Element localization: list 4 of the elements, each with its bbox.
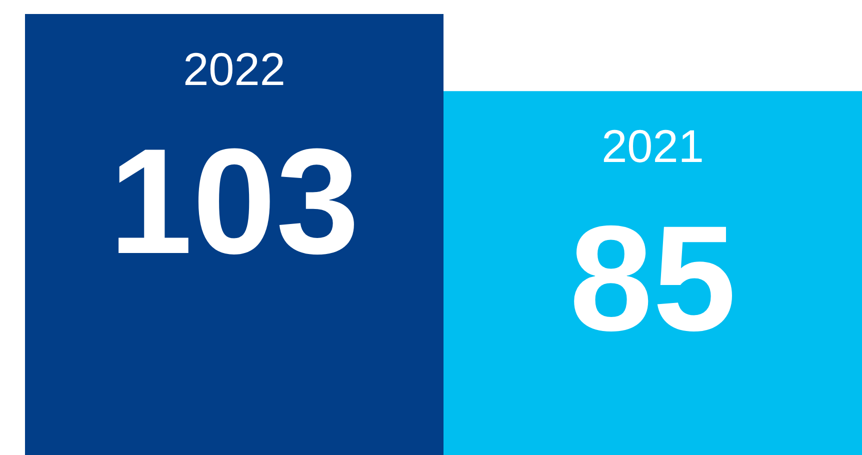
x-tick-label: 2021 [602,120,704,172]
x-tick-label: 2022 [183,43,286,95]
data-label: 103 [109,117,360,285]
data-label: 85 [569,194,736,362]
